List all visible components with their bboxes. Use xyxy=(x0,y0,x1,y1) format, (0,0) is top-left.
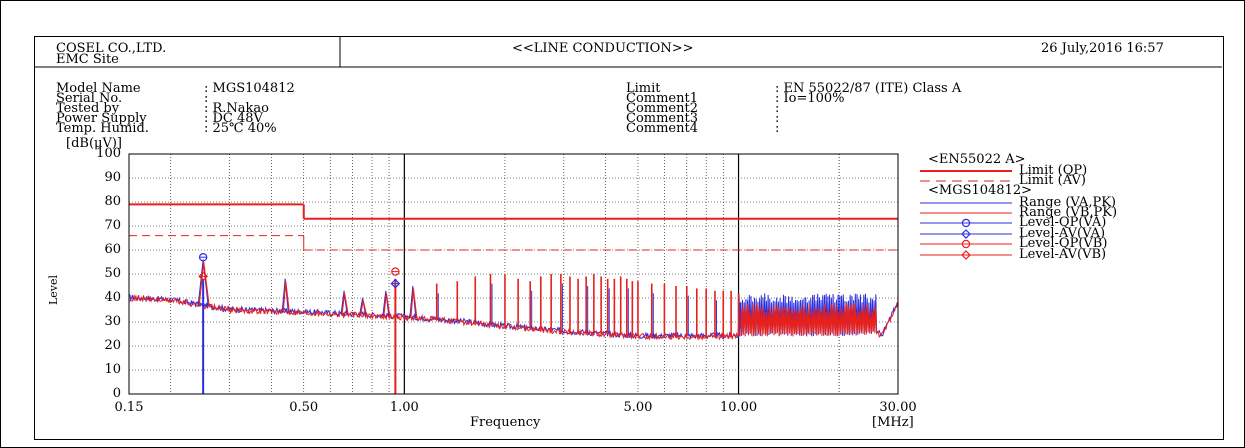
legend-label-qp-vb: Level-QP(VB) xyxy=(1019,236,1108,251)
x-tick-label: 0.15 xyxy=(114,400,144,415)
y-tick-label: 70 xyxy=(104,218,121,233)
marker-layer xyxy=(198,253,401,289)
axis-layer xyxy=(128,153,899,395)
legend-swatch-marker xyxy=(961,218,971,228)
range-va-trace xyxy=(128,293,899,341)
x-axis-label: Frequency xyxy=(470,415,541,430)
marker-level-av-vb--shape xyxy=(198,271,208,282)
info-value-comment3: : xyxy=(775,111,780,126)
info-label-limit: Limit xyxy=(626,81,661,96)
info-label-tester: Tested by xyxy=(56,101,120,116)
info-value-comment2: : xyxy=(775,101,780,116)
legend-label-av-vb: Level-AV(VB) xyxy=(1019,247,1107,262)
y-tick-label: 90 xyxy=(104,170,121,185)
info-value-limit: : EN 55022/87 (ITE) Class A xyxy=(775,81,962,96)
x-axis-unit: [MHz] xyxy=(872,415,914,430)
y-tick-label: 30 xyxy=(104,314,121,329)
legend-swatch-marker-shape xyxy=(961,250,971,260)
legend-label-limit-av: Limit (AV) xyxy=(1019,173,1086,188)
report-title: <<LINE CONDUCTION>> xyxy=(512,41,694,56)
y-tick-label: 50 xyxy=(104,266,121,281)
peak-va xyxy=(281,278,289,312)
y-tick-label: 60 xyxy=(104,242,121,257)
info-value-temp: : 25℃ 40% xyxy=(204,121,277,136)
peak-vb xyxy=(282,281,290,312)
marker-level-av-vb- xyxy=(198,271,208,282)
x-tick-label: 1.00 xyxy=(389,400,419,415)
info-label-power: Power Supply xyxy=(56,111,147,126)
info-value-power: : DC 48V xyxy=(204,111,263,126)
marker-level-av-va--shape xyxy=(390,278,401,289)
legend-label-range-va: Range (VA,PK) xyxy=(1019,195,1116,210)
info-label-comment3: Comment3 xyxy=(626,111,698,126)
legend-swatch-marker xyxy=(961,229,971,239)
site-name: EMC Site xyxy=(56,52,119,67)
y-axis-label: Level xyxy=(47,274,60,306)
y-tick-label: 20 xyxy=(104,338,121,353)
x-tick-label: 30.00 xyxy=(879,400,917,415)
info-label-serial: Serial No. xyxy=(56,91,123,106)
info-label-comment4: Comment4 xyxy=(626,121,698,136)
marker-level-av-va- xyxy=(390,278,401,289)
info-label-comment1: Comment1 xyxy=(626,91,698,106)
y-axis-unit: [dB(μV)] xyxy=(66,136,122,151)
legend-layer xyxy=(920,170,1012,260)
x-tick-label: 5.00 xyxy=(623,400,653,415)
x-tick-label: 0.50 xyxy=(289,400,319,415)
legend-group-model: <MGS104812> xyxy=(928,183,1033,198)
legend-swatch-marker xyxy=(961,250,971,260)
info-label-comment2: Comment2 xyxy=(626,101,698,116)
report-datetime: 26 July,2016 16:57 xyxy=(1041,41,1164,56)
info-value-serial: : xyxy=(204,91,209,106)
legend-swatch-marker-shape xyxy=(961,229,971,239)
info-label-temp: Temp. Humid. xyxy=(56,121,149,136)
info-value-comment1: : Io=100% xyxy=(775,91,845,106)
legend-label-av-va: Level-AV(VA) xyxy=(1019,226,1106,241)
legend-label-limit-qp: Limit (QP) xyxy=(1019,163,1088,178)
peak-vb xyxy=(383,293,391,317)
marker-level-qp-vb- xyxy=(391,267,400,276)
marker-level-qp-va- xyxy=(198,253,208,262)
legend-label-qp-va: Level-QP(VA) xyxy=(1019,215,1107,230)
legend-group-limit: <EN55022 A> xyxy=(928,152,1026,167)
peak-va xyxy=(409,285,417,318)
limit-layer xyxy=(129,203,898,251)
peak-va xyxy=(197,259,209,306)
peak-va xyxy=(359,297,367,316)
report-panel xyxy=(34,36,1224,440)
peak-va xyxy=(340,290,348,315)
peak-vb xyxy=(341,293,349,315)
plot-border xyxy=(128,153,899,395)
x-tick-label: 10.00 xyxy=(719,400,758,415)
y-tick-label: 100 xyxy=(96,146,121,161)
legend-label-range-vb: Range (VB,PK) xyxy=(1019,205,1118,220)
y-tick-label: 10 xyxy=(104,362,121,377)
range-vb-trace xyxy=(129,293,899,341)
y-tick-label: 0 xyxy=(112,386,121,401)
info-value-comment4: : xyxy=(775,121,780,136)
info-label-model: Model Name xyxy=(56,81,141,96)
y-tick-label: 40 xyxy=(104,290,121,305)
legend-swatch-marker xyxy=(961,239,971,249)
company-name: COSEL CO.,LTD. xyxy=(56,41,167,56)
peak-vb xyxy=(410,288,418,318)
peak-va xyxy=(382,290,390,317)
y-tick-label: 80 xyxy=(104,194,121,209)
grid-layer xyxy=(129,154,898,394)
peak-vb xyxy=(198,261,210,306)
info-value-model: : MGS104812 xyxy=(204,81,295,96)
peak-vb xyxy=(360,300,368,316)
trace-layer xyxy=(128,259,899,394)
info-value-tester: : R.Nakao xyxy=(204,101,270,116)
